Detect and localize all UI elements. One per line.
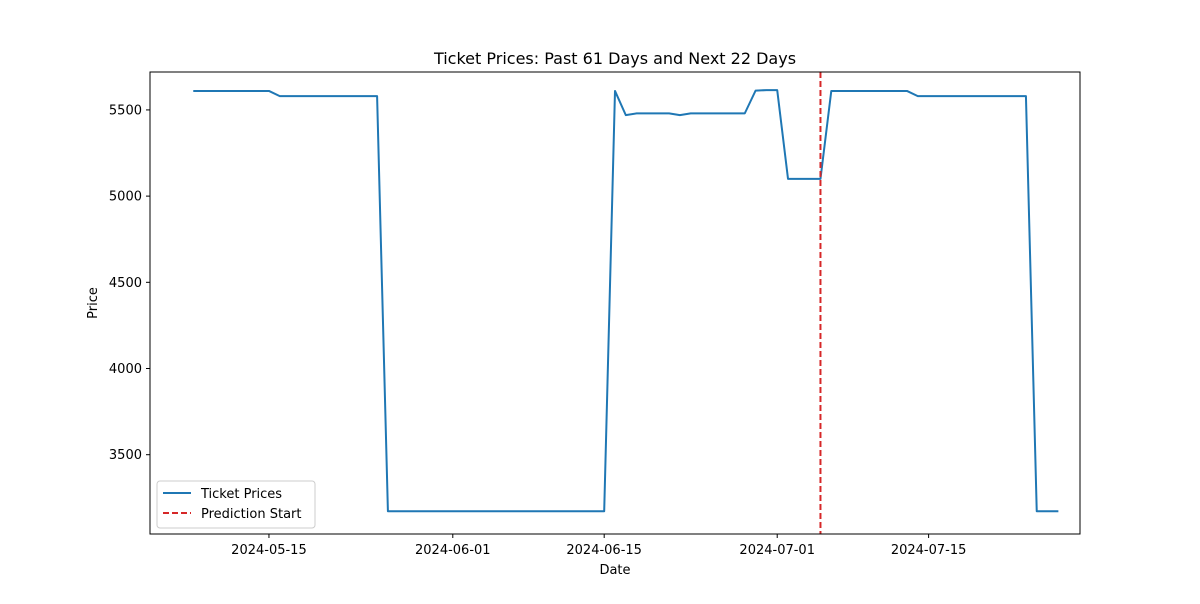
data-point: [917, 95, 919, 97]
legend: Ticket Prices Prediction Start: [156, 480, 316, 529]
legend-box: [156, 480, 316, 529]
series-line-ticket-prices: [193, 89, 1059, 513]
data-point: [776, 89, 778, 91]
data-point: [668, 112, 670, 114]
x-tick-label: 2024-05-15: [231, 543, 307, 558]
data-point: [192, 90, 194, 92]
legend-label-prediction-start: Prediction Start: [201, 507, 301, 522]
y-axis: 3500 4000 4500 5000 5500: [109, 103, 150, 463]
data-point: [614, 90, 616, 92]
data-point: [787, 178, 789, 180]
y-tick-label: 4000: [109, 362, 142, 377]
data-point: [819, 178, 821, 180]
data-point: [603, 510, 605, 512]
data-point: [690, 112, 692, 114]
x-tick-label: 2024-07-15: [891, 543, 967, 558]
data-point: [625, 114, 627, 116]
x-tick-label: 2024-06-01: [415, 543, 491, 558]
legend-label-ticket-prices: Ticket Prices: [200, 487, 282, 502]
data-point: [679, 114, 681, 116]
x-axis-label: Date: [599, 563, 630, 578]
y-tick-label: 4500: [109, 276, 142, 291]
data-point: [1036, 510, 1038, 512]
data-point: [744, 112, 746, 114]
series-layer: [192, 72, 1059, 534]
data-point: [387, 510, 389, 512]
data-point: [1057, 510, 1059, 512]
y-tick-label: 5000: [109, 190, 142, 205]
data-point: [1025, 95, 1027, 97]
y-tick-label: 3500: [109, 448, 142, 463]
x-tick-label: 2024-06-15: [566, 543, 642, 558]
data-point: [279, 95, 281, 97]
y-axis-label: Price: [86, 287, 101, 319]
x-axis: 2024-05-15 2024-06-01 2024-06-15 2024-07-01…: [231, 534, 966, 558]
chart-title: Ticket Prices: Past 61 Days and Next 22 …: [433, 49, 796, 68]
data-point: [765, 89, 767, 91]
data-point: [830, 90, 832, 92]
y-tick-label: 5500: [109, 103, 142, 118]
x-tick-label: 2024-07-01: [739, 543, 815, 558]
data-point: [268, 90, 270, 92]
data-point: [755, 90, 757, 92]
data-point: [906, 90, 908, 92]
data-point: [636, 112, 638, 114]
data-point: [376, 95, 378, 97]
plot-frame: [149, 71, 1081, 535]
plot-area: [150, 72, 1080, 534]
